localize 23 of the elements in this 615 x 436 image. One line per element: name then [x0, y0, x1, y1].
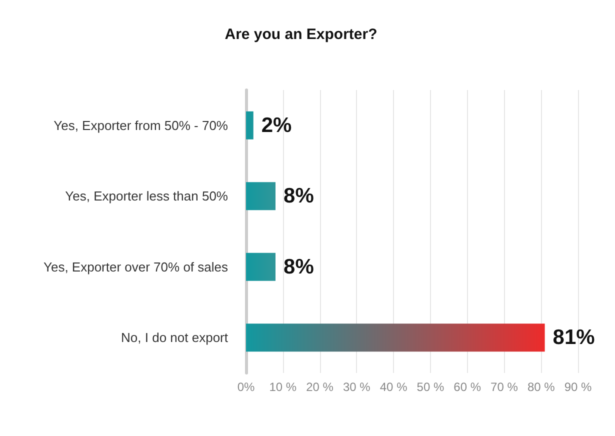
x-tick-label: 70 %: [490, 380, 518, 394]
bar: [246, 182, 276, 210]
data-label: 8%: [284, 184, 314, 208]
x-tick-label: 0%: [237, 380, 255, 394]
y-tick-label: Yes, Exporter from 50% - 70%: [54, 118, 228, 133]
data-label: 2%: [261, 114, 292, 137]
x-tick-label: 30 %: [342, 380, 371, 394]
y-tick-label: No, I do not export: [121, 330, 228, 346]
bar: [246, 111, 254, 140]
bar: [246, 252, 276, 281]
x-tick-label: 60 %: [454, 380, 482, 394]
bar: [246, 324, 545, 352]
chart-title: Are you an Exporter?: [224, 26, 378, 43]
x-tick-label: 90 %: [564, 380, 592, 394]
x-tick-label: 50 %: [416, 380, 444, 394]
x-tick-label: 20 %: [306, 380, 334, 394]
x-tick-label: 80 %: [527, 380, 556, 394]
data-label: 81%: [552, 326, 596, 350]
x-tick-label: 40 %: [380, 380, 408, 394]
data-label: 8%: [284, 255, 314, 278]
y-tick-label: Yes, Exporter less than 50%: [65, 188, 228, 204]
y-tick-label: Yes, Exporter over 70% of sales: [43, 259, 228, 274]
x-tick-label: 10 %: [269, 380, 297, 394]
